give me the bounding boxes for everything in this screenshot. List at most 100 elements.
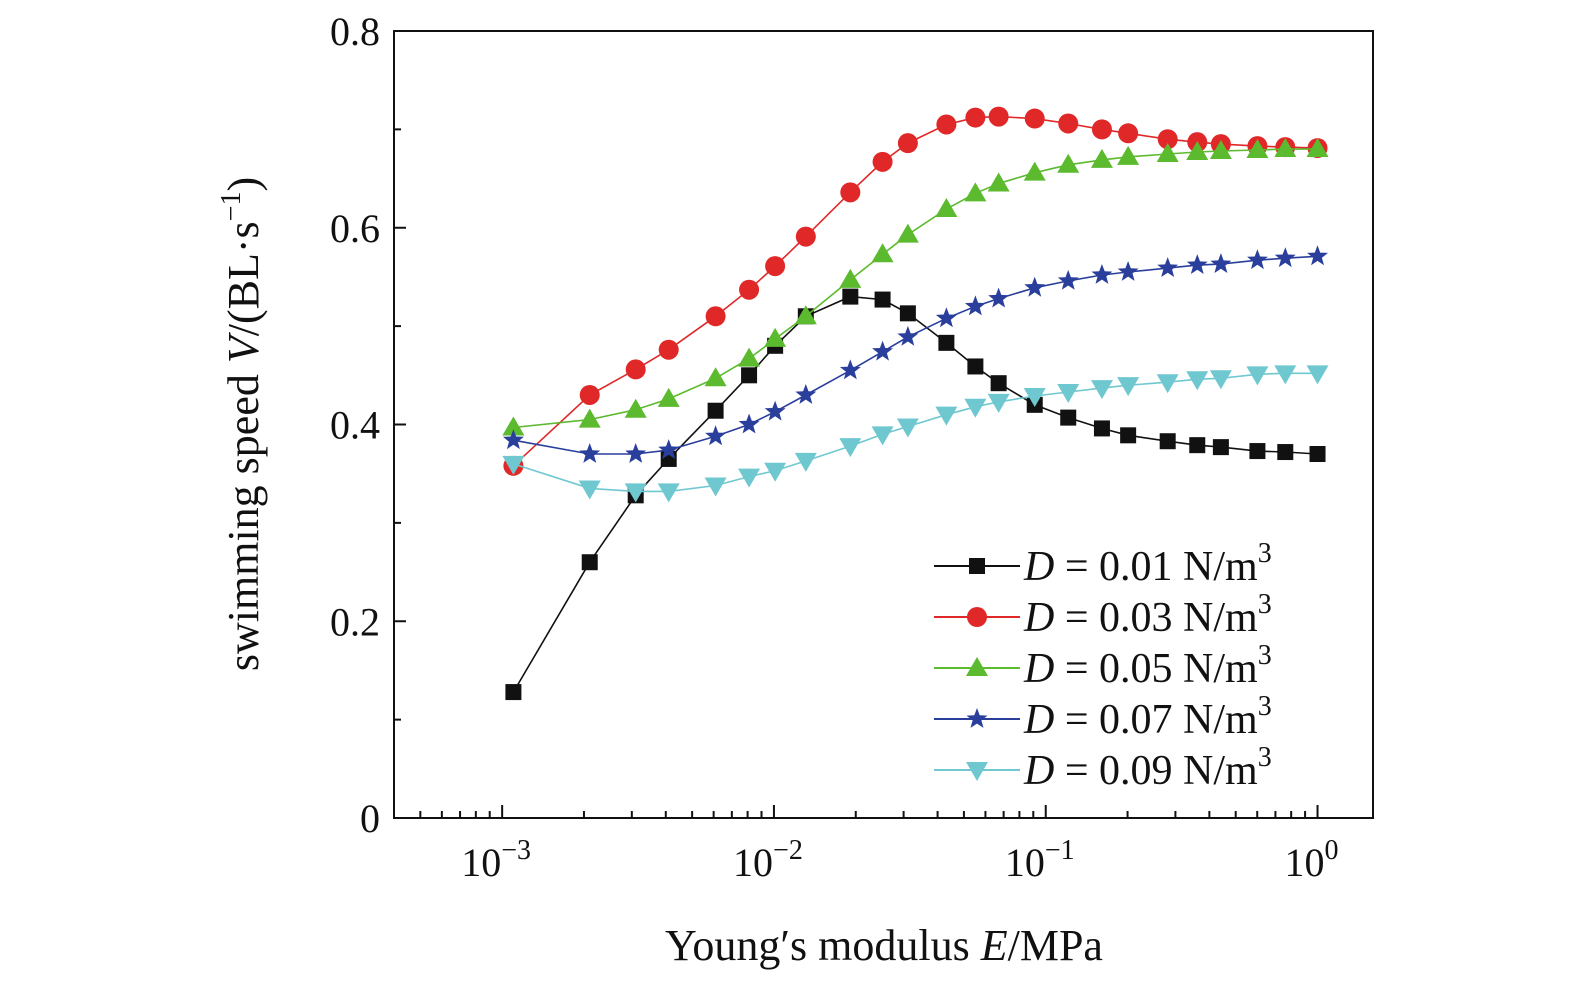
data-point [502, 416, 525, 436]
x-tick-exponent: −2 [773, 835, 803, 866]
legend-label: D = 0.01 N/m3 [1023, 538, 1272, 590]
legend-label: D = 0.09 N/m3 [1023, 742, 1272, 794]
data-point [1186, 254, 1208, 274]
x-tick-label: 10−1 [1005, 835, 1075, 885]
data-point [1024, 276, 1046, 297]
data-point [1277, 444, 1294, 461]
data-point [1186, 141, 1209, 161]
data-point [1156, 374, 1179, 394]
data-point [1309, 446, 1326, 463]
data-point [625, 443, 647, 463]
data-point [738, 347, 761, 367]
data-point [1057, 269, 1079, 290]
y-tick-label: 0 [360, 796, 380, 841]
data-point [705, 306, 726, 327]
data-point [872, 340, 893, 361]
legend-variable: D [1023, 697, 1054, 743]
x-tick-base: 10 [733, 840, 773, 885]
data-point [839, 268, 862, 288]
y-tick-label: 0.4 [330, 403, 380, 448]
data-point [794, 452, 817, 472]
data-point [658, 339, 679, 360]
data-point [707, 402, 724, 419]
data-point [1209, 140, 1232, 160]
x-axis-title-unit: /MPa [1008, 921, 1103, 970]
data-point [657, 387, 680, 407]
data-point [871, 243, 894, 263]
y-tick-label: 0.2 [330, 599, 380, 644]
data-point [1249, 443, 1266, 460]
legend-value: = 0.05 N/m [1054, 646, 1258, 692]
data-point [502, 455, 525, 475]
legend-entry-1: D = 0.01 N/m3 [934, 538, 1272, 590]
data-point [935, 406, 958, 426]
x-tick-exponent: 0 [1325, 835, 1339, 866]
data-point [1274, 365, 1297, 385]
data-point [1091, 264, 1113, 284]
legend-entry-3: D = 0.05 N/m3 [934, 640, 1272, 692]
data-point [1306, 365, 1329, 385]
data-point [874, 291, 891, 308]
data-point [896, 223, 919, 243]
legend-marker [966, 708, 988, 728]
data-point [505, 684, 522, 701]
data-point [1023, 161, 1046, 181]
data-point [897, 325, 919, 346]
legend-value: = 0.01 N/m [1054, 544, 1258, 590]
data-point [1307, 245, 1328, 266]
legend-exponent: 3 [1258, 640, 1272, 671]
data-point [794, 305, 817, 325]
y-axis-title-variable: V [219, 331, 268, 363]
legend-value: = 0.09 N/m [1054, 748, 1258, 794]
data-point [1159, 433, 1176, 450]
data-point [839, 438, 862, 458]
x-tick-label: 10−2 [733, 835, 803, 885]
data-point [738, 468, 761, 488]
data-point [1246, 139, 1269, 159]
data-point [764, 400, 786, 421]
y-axis-title: swimming speed V/(BL·s−1) [216, 177, 268, 671]
data-point [1118, 123, 1139, 144]
x-axis-title-variable: E [980, 921, 1008, 970]
y-tick-label: 0.8 [330, 9, 380, 54]
data-point [502, 429, 524, 450]
data-point [739, 279, 760, 300]
data-point [840, 182, 861, 203]
x-tick-exponent: −1 [1045, 835, 1075, 866]
legend-variable: D [1023, 748, 1054, 794]
legend-variable: D [1023, 544, 1054, 590]
x-axis-title-text: Young′s modulus [665, 921, 981, 970]
legend-marker [966, 657, 988, 676]
x-tick-base: 10 [1005, 840, 1045, 885]
data-point [581, 554, 598, 571]
data-point [705, 425, 727, 446]
data-point [795, 384, 817, 404]
data-point [1117, 261, 1139, 281]
legend-value: = 0.03 N/m [1054, 595, 1258, 641]
data-point [1093, 420, 1110, 437]
legend: D = 0.01 N/m3D = 0.03 N/m3D = 0.05 N/m3D… [934, 538, 1272, 794]
legend-entry-2: D = 0.03 N/m3 [934, 589, 1272, 641]
legend-variable: D [1023, 595, 1054, 641]
data-point [897, 133, 918, 154]
data-point [1120, 427, 1137, 444]
legend-marker [969, 558, 985, 574]
data-point [964, 182, 987, 202]
series-3 [502, 138, 1329, 436]
legend-value: = 0.07 N/m [1054, 697, 1258, 743]
y-axis-title-close: ) [219, 177, 268, 192]
data-point [964, 295, 986, 316]
data-point [1090, 380, 1113, 400]
series-5 [502, 365, 1329, 503]
data-point [1057, 384, 1080, 404]
data-point [1306, 138, 1329, 158]
legend-label: D = 0.05 N/m3 [1023, 640, 1272, 692]
data-point [842, 288, 859, 305]
data-point [1274, 247, 1296, 268]
legend-exponent: 3 [1258, 691, 1272, 722]
data-point [936, 114, 957, 135]
data-point [935, 307, 957, 328]
data-point [987, 172, 1010, 192]
data-point [624, 483, 647, 503]
